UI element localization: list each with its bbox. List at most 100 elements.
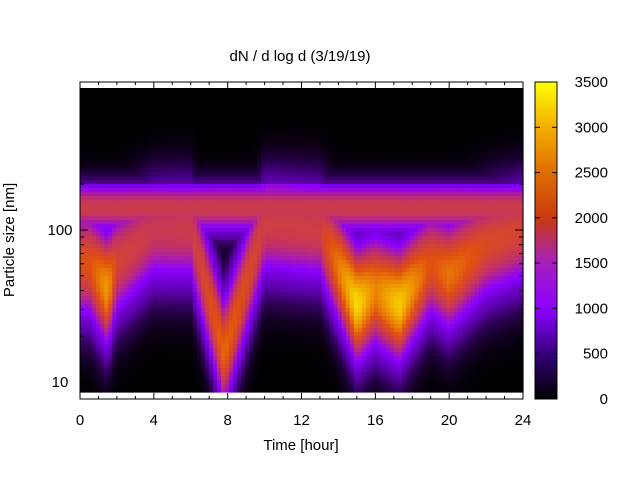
heatmap-cell <box>196 184 202 189</box>
heatmap-cell <box>92 224 97 229</box>
heatmap-cell <box>269 368 274 373</box>
heatmap-cell <box>341 108 347 113</box>
heatmap-cell <box>337 184 343 189</box>
heatmap-cell <box>269 212 274 217</box>
heatmap-cell <box>224 356 230 361</box>
heatmap-cell <box>261 88 266 93</box>
heatmap-cell <box>204 112 210 117</box>
heatmap-cell <box>100 144 105 149</box>
heatmap-cell <box>281 244 286 249</box>
heatmap-cell <box>253 336 258 341</box>
heatmap-cell <box>104 324 109 329</box>
heatmap-cell <box>128 136 133 141</box>
heatmap-cell <box>333 292 339 297</box>
heatmap-cell <box>208 224 214 229</box>
heatmap-cell <box>325 324 331 329</box>
heatmap-cell <box>200 148 206 153</box>
heatmap-cell <box>156 92 162 97</box>
heatmap-cell <box>301 216 307 221</box>
heatmap-cell <box>116 164 121 169</box>
heatmap-cell <box>160 152 166 157</box>
heatmap-cell <box>337 364 343 369</box>
heatmap-cell <box>309 132 315 137</box>
heatmap-cell <box>245 156 250 161</box>
heatmap-cell <box>309 216 315 221</box>
heatmap-cell <box>229 224 234 229</box>
heatmap-cell <box>192 272 198 277</box>
heatmap-cell <box>297 88 303 93</box>
heatmap-cell <box>184 292 190 297</box>
heatmap-cell <box>212 124 218 129</box>
heatmap-cell <box>297 108 303 113</box>
heatmap-cell <box>144 88 150 93</box>
heatmap-cell <box>144 104 150 109</box>
heatmap-cell <box>261 128 266 133</box>
heatmap-cell <box>132 352 137 357</box>
heatmap-cell <box>325 352 331 357</box>
heatmap-cell <box>112 88 117 93</box>
heatmap-cell <box>168 228 174 233</box>
heatmap-cell <box>192 164 198 169</box>
heatmap-cell <box>297 176 303 181</box>
heatmap-cell <box>136 340 142 345</box>
heatmap-cell <box>301 168 307 173</box>
heatmap-cell <box>144 156 150 161</box>
heatmap-cell <box>245 172 250 177</box>
heatmap-cell <box>237 204 242 209</box>
heatmap-cell <box>293 200 299 205</box>
heatmap-cell <box>152 124 158 129</box>
heatmap-cell <box>233 316 238 321</box>
heatmap-cell <box>224 196 230 201</box>
heatmap-cell <box>245 164 250 169</box>
heatmap-cell <box>104 256 109 261</box>
heatmap-cell <box>196 316 202 321</box>
heatmap-cell <box>84 328 89 333</box>
heatmap-cell <box>301 376 307 381</box>
heatmap-cell <box>160 144 166 149</box>
heatmap-cell <box>341 132 347 137</box>
heatmap-cell <box>84 372 89 377</box>
heatmap-cell <box>277 268 282 273</box>
heatmap-cell <box>321 224 327 229</box>
heatmap-cell <box>249 384 254 389</box>
heatmap-cell <box>317 336 323 341</box>
heatmap-cell <box>148 236 154 241</box>
heatmap-cell <box>325 192 331 197</box>
heatmap-cell <box>273 252 278 257</box>
heatmap-cell <box>265 276 270 281</box>
heatmap-cell <box>317 388 323 393</box>
heatmap-cell <box>96 88 101 93</box>
heatmap-cell <box>112 340 117 345</box>
heatmap-cell <box>309 180 315 185</box>
heatmap-cell <box>341 116 347 121</box>
heatmap-cell <box>144 208 150 213</box>
heatmap-cell <box>196 168 202 173</box>
heatmap-cell <box>341 192 347 197</box>
heatmap-cell <box>160 372 166 377</box>
heatmap-cell <box>317 164 323 169</box>
heatmap-cell <box>337 336 343 341</box>
heatmap-cell <box>321 92 327 97</box>
heatmap-cell <box>293 352 299 357</box>
heatmap-cell <box>273 168 278 173</box>
heatmap-cell <box>249 308 254 313</box>
heatmap-cell <box>249 132 254 137</box>
heatmap-cell <box>200 92 206 97</box>
heatmap-cell <box>188 88 194 93</box>
heatmap-cell <box>208 264 214 269</box>
heatmap-cell <box>289 248 295 253</box>
heatmap-cell <box>100 332 105 337</box>
heatmap-cell <box>220 256 226 261</box>
heatmap-cell <box>277 168 282 173</box>
heatmap-cell <box>329 384 335 389</box>
heatmap-cell <box>329 264 335 269</box>
heatmap-cell <box>333 208 339 213</box>
heatmap-cell <box>241 324 246 329</box>
heatmap-cell <box>192 312 198 317</box>
heatmap-cell <box>84 112 89 117</box>
heatmap-cell <box>325 196 331 201</box>
heatmap-cell <box>144 384 150 389</box>
heatmap-cell <box>112 280 117 285</box>
heatmap-cell <box>176 172 182 177</box>
heatmap-cell <box>144 280 150 285</box>
